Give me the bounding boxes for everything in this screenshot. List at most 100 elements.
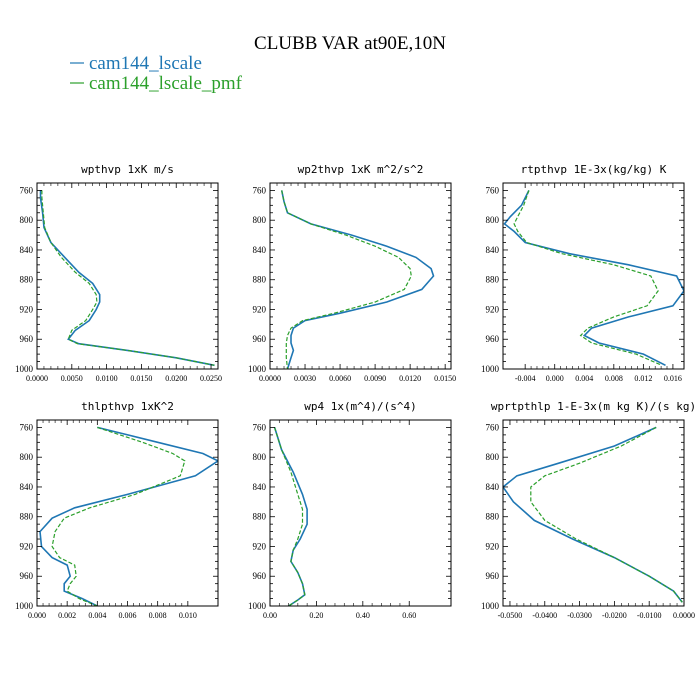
plot-frame (502, 182, 685, 370)
y-tick-label: 920 (253, 304, 267, 314)
y-tick-label: 800 (486, 215, 500, 225)
y-tick-label: 800 (20, 452, 34, 462)
panel-4: thlpthvp 1xK^276080084088092096010000.00… (15, 400, 219, 620)
y-tick-label: 880 (253, 275, 267, 285)
y-tick-label: 1000 (248, 601, 267, 611)
x-tick-label: 0.000 (546, 374, 564, 383)
x-tick-label: 0.0100 (96, 374, 118, 383)
x-tick-label: 0.00 (263, 611, 277, 620)
x-tick-label: 0.006 (119, 611, 137, 620)
panels: wpthvp 1xK m/s76080084088092096010000.00… (15, 163, 696, 620)
series-line-lscale (280, 190, 435, 369)
y-tick-label: 960 (20, 334, 34, 344)
y-tick-label: 880 (20, 275, 34, 285)
x-tick-label: -0.004 (515, 374, 536, 383)
plot-frame (269, 419, 452, 607)
y-tick-label: 800 (20, 215, 34, 225)
y-tick-label: 840 (20, 482, 34, 492)
y-tick-label: 880 (486, 512, 500, 522)
x-tick-label: 0.004 (88, 611, 106, 620)
x-tick-label: 0.016 (664, 374, 682, 383)
panel-title: wpthvp 1xK m/s (81, 163, 174, 176)
y-tick-label: 760 (486, 422, 500, 432)
series-line-lscale-pmf (530, 426, 683, 603)
y-tick-label: 760 (20, 185, 34, 195)
x-tick-label: 0.0250 (200, 374, 222, 383)
x-tick-label: 0.000 (28, 611, 46, 620)
y-tick-label: 1000 (248, 364, 267, 374)
x-tick-label: 0.0060 (329, 374, 351, 383)
y-tick-label: 920 (20, 541, 34, 551)
x-tick-label: -0.0100 (637, 611, 662, 620)
y-tick-label: 960 (486, 334, 500, 344)
series-line-lscale-pmf (41, 190, 215, 366)
y-tick-label: 800 (486, 452, 500, 462)
y-tick-label: 1000 (481, 601, 500, 611)
x-tick-label: 0.012 (634, 374, 652, 383)
x-tick-label: 0.0000 (673, 611, 695, 620)
x-tick-label: -0.0200 (602, 611, 627, 620)
x-tick-label: 0.0150 (130, 374, 152, 383)
series-line-lscale (503, 190, 684, 367)
panel-title: wp2thvp 1xK m^2/s^2 (298, 163, 424, 176)
x-tick-label: 0.20 (309, 611, 323, 620)
panel-5: wp4 1x(m^4)/(s^4)76080084088092096010000… (248, 400, 452, 620)
y-tick-label: 880 (253, 512, 267, 522)
x-tick-label: 0.0200 (165, 374, 187, 383)
y-tick-label: 840 (253, 245, 267, 255)
x-tick-label: -0.0400 (532, 611, 557, 620)
plot-frame (502, 419, 685, 607)
panel-title: wp4 1x(m^4)/(s^4) (304, 400, 417, 413)
x-tick-label: 0.0150 (434, 374, 456, 383)
series-line-lscale-pmf (513, 190, 663, 366)
y-tick-label: 760 (253, 422, 267, 432)
y-tick-label: 920 (486, 304, 500, 314)
y-tick-label: 960 (253, 571, 267, 581)
series-line-lscale-pmf (274, 427, 306, 606)
x-tick-label: 0.008 (605, 374, 623, 383)
x-tick-label: 0.0050 (61, 374, 83, 383)
x-tick-label: -0.0500 (498, 611, 523, 620)
panel-1: wpthvp 1xK m/s76080084088092096010000.00… (15, 163, 222, 383)
y-tick-label: 760 (253, 185, 267, 195)
y-tick-label: 960 (486, 571, 500, 581)
legend-label-lscale: cam144_lscale (89, 53, 202, 74)
y-tick-label: 1000 (481, 364, 500, 374)
panel-title: rtpthvp 1E-3x(kg/kg) K (521, 163, 667, 176)
y-tick-label: 960 (253, 334, 267, 344)
y-tick-label: 920 (253, 541, 267, 551)
x-tick-label: 0.010 (179, 611, 197, 620)
x-tick-label: 0.0000 (259, 374, 281, 383)
panel-2: wp2thvp 1xK m^2/s^2 760 800 840 880 920 960 100… (248, 163, 456, 383)
panel-6: wprtpthlp 1-E-3x(m kg K)/(s kg) 760 800 840… (481, 400, 696, 620)
y-tick-label: 880 (486, 275, 500, 285)
y-tick-label: 840 (253, 482, 267, 492)
y-tick-label: 840 (486, 482, 500, 492)
y-tick-label: 880 (20, 512, 34, 522)
series-line-lscale (39, 190, 215, 367)
y-tick-label: 960 (20, 571, 34, 581)
x-tick-label: 0.008 (149, 611, 167, 620)
y-tick-label: 800 (253, 215, 267, 225)
x-tick-label: 0.004 (575, 374, 593, 383)
legend-label-lscale-pmf: cam144_lscale_pmf (89, 73, 243, 94)
y-tick-label: 920 (486, 541, 500, 551)
plot-frame (269, 182, 452, 370)
x-tick-label: 0.002 (58, 611, 76, 620)
series-line-lscale (503, 426, 683, 603)
legend: cam144_lscale cam144_lscale_pmf (70, 53, 243, 94)
x-tick-label: -0.0300 (567, 611, 592, 620)
panel-3: rtpthvp 1E-3x(kg/kg) K 760 800 840 880 920 960… (481, 163, 685, 383)
y-tick-label: 840 (20, 245, 34, 255)
y-tick-label: 800 (253, 452, 267, 462)
x-tick-label: 0.0000 (26, 374, 48, 383)
y-tick-label: 760 (486, 185, 500, 195)
x-tick-label: 0.40 (356, 611, 370, 620)
x-tick-label: 0.0030 (294, 374, 316, 383)
plot-frame (36, 182, 219, 370)
y-tick-label: 1000 (15, 601, 34, 611)
panel-title: thlpthvp 1xK^2 (81, 400, 174, 413)
y-tick-label: 760 (20, 422, 34, 432)
series-line-lscale-pmf (281, 190, 412, 369)
